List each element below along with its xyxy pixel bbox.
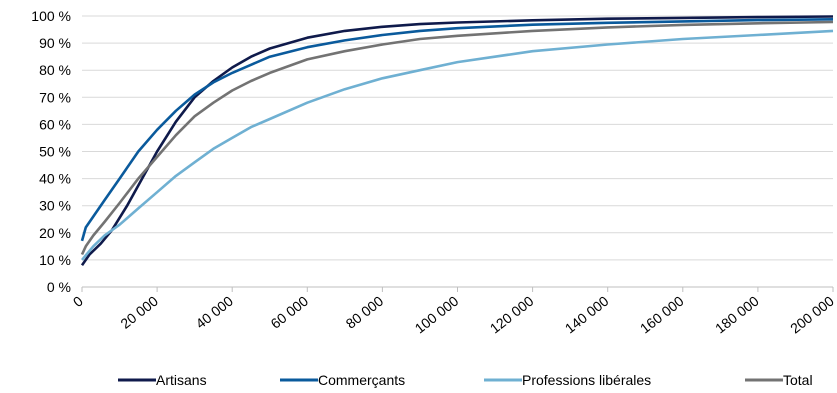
x-tick-label: 0 xyxy=(70,293,86,311)
series-line-2 xyxy=(81,29,834,261)
y-tick-label: 80 % xyxy=(39,62,71,78)
legend-label: Artisans xyxy=(156,372,207,388)
series-line-1 xyxy=(80,18,834,242)
y-tick-label: 10 % xyxy=(39,252,71,268)
y-tick-label: 0 % xyxy=(47,279,71,295)
y-tick-label: 50 % xyxy=(39,144,71,160)
x-tick-label: 180 000 xyxy=(712,293,762,337)
y-tick-label: 30 % xyxy=(39,198,71,214)
y-tick-label: 60 % xyxy=(39,116,71,132)
series-line-3 xyxy=(80,20,834,256)
series-line-0 xyxy=(80,15,834,267)
x-tick-label: 20 000 xyxy=(117,293,161,332)
grid-lines xyxy=(82,15,833,261)
y-tick-label: 90 % xyxy=(39,35,71,51)
x-tick-label: 200 000 xyxy=(787,293,837,337)
x-tick-label: 160 000 xyxy=(637,293,687,337)
x-tick-label: 100 000 xyxy=(412,293,462,337)
x-tick-label: 60 000 xyxy=(268,293,312,332)
x-tick-label: 40 000 xyxy=(192,293,236,332)
x-axis-tick-labels: 0 20 000 40 000 60 000 80 000 100 000 120 000 1… xyxy=(70,293,837,337)
x-tick-label: 120 000 xyxy=(487,293,537,337)
legend-label: Professions libérales xyxy=(522,372,651,388)
x-tick-label: 80 000 xyxy=(343,293,387,332)
axes xyxy=(81,286,834,292)
y-tick-label: 20 % xyxy=(39,225,71,241)
legend-label: Total xyxy=(783,372,813,388)
y-axis-tick-labels: 0 % 10 % 20 % 30 % 40 % 50 % 60 % 70 % 80 % 90 % 1… xyxy=(31,8,71,295)
series-lines xyxy=(80,15,834,267)
legend-label: Commerçants xyxy=(318,372,405,388)
x-tick-label: 140 000 xyxy=(562,293,612,337)
y-tick-label: 40 % xyxy=(39,171,71,187)
y-tick-label: 100 % xyxy=(31,8,71,24)
y-tick-label: 70 % xyxy=(39,89,71,105)
legend: Artisans Commerçants Professions libérales… xyxy=(118,372,813,388)
